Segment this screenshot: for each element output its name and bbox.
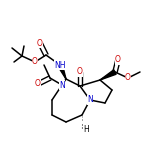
Polygon shape	[58, 64, 66, 79]
Text: O: O	[115, 55, 121, 64]
Text: O: O	[32, 57, 38, 67]
Text: O: O	[125, 74, 131, 83]
Text: H: H	[83, 124, 89, 133]
Text: O: O	[35, 79, 41, 88]
Text: N: N	[87, 95, 93, 105]
Text: N: N	[59, 81, 65, 90]
Text: O: O	[77, 67, 83, 76]
Text: NH: NH	[54, 60, 66, 69]
Text: O: O	[37, 38, 43, 47]
Polygon shape	[100, 70, 116, 80]
